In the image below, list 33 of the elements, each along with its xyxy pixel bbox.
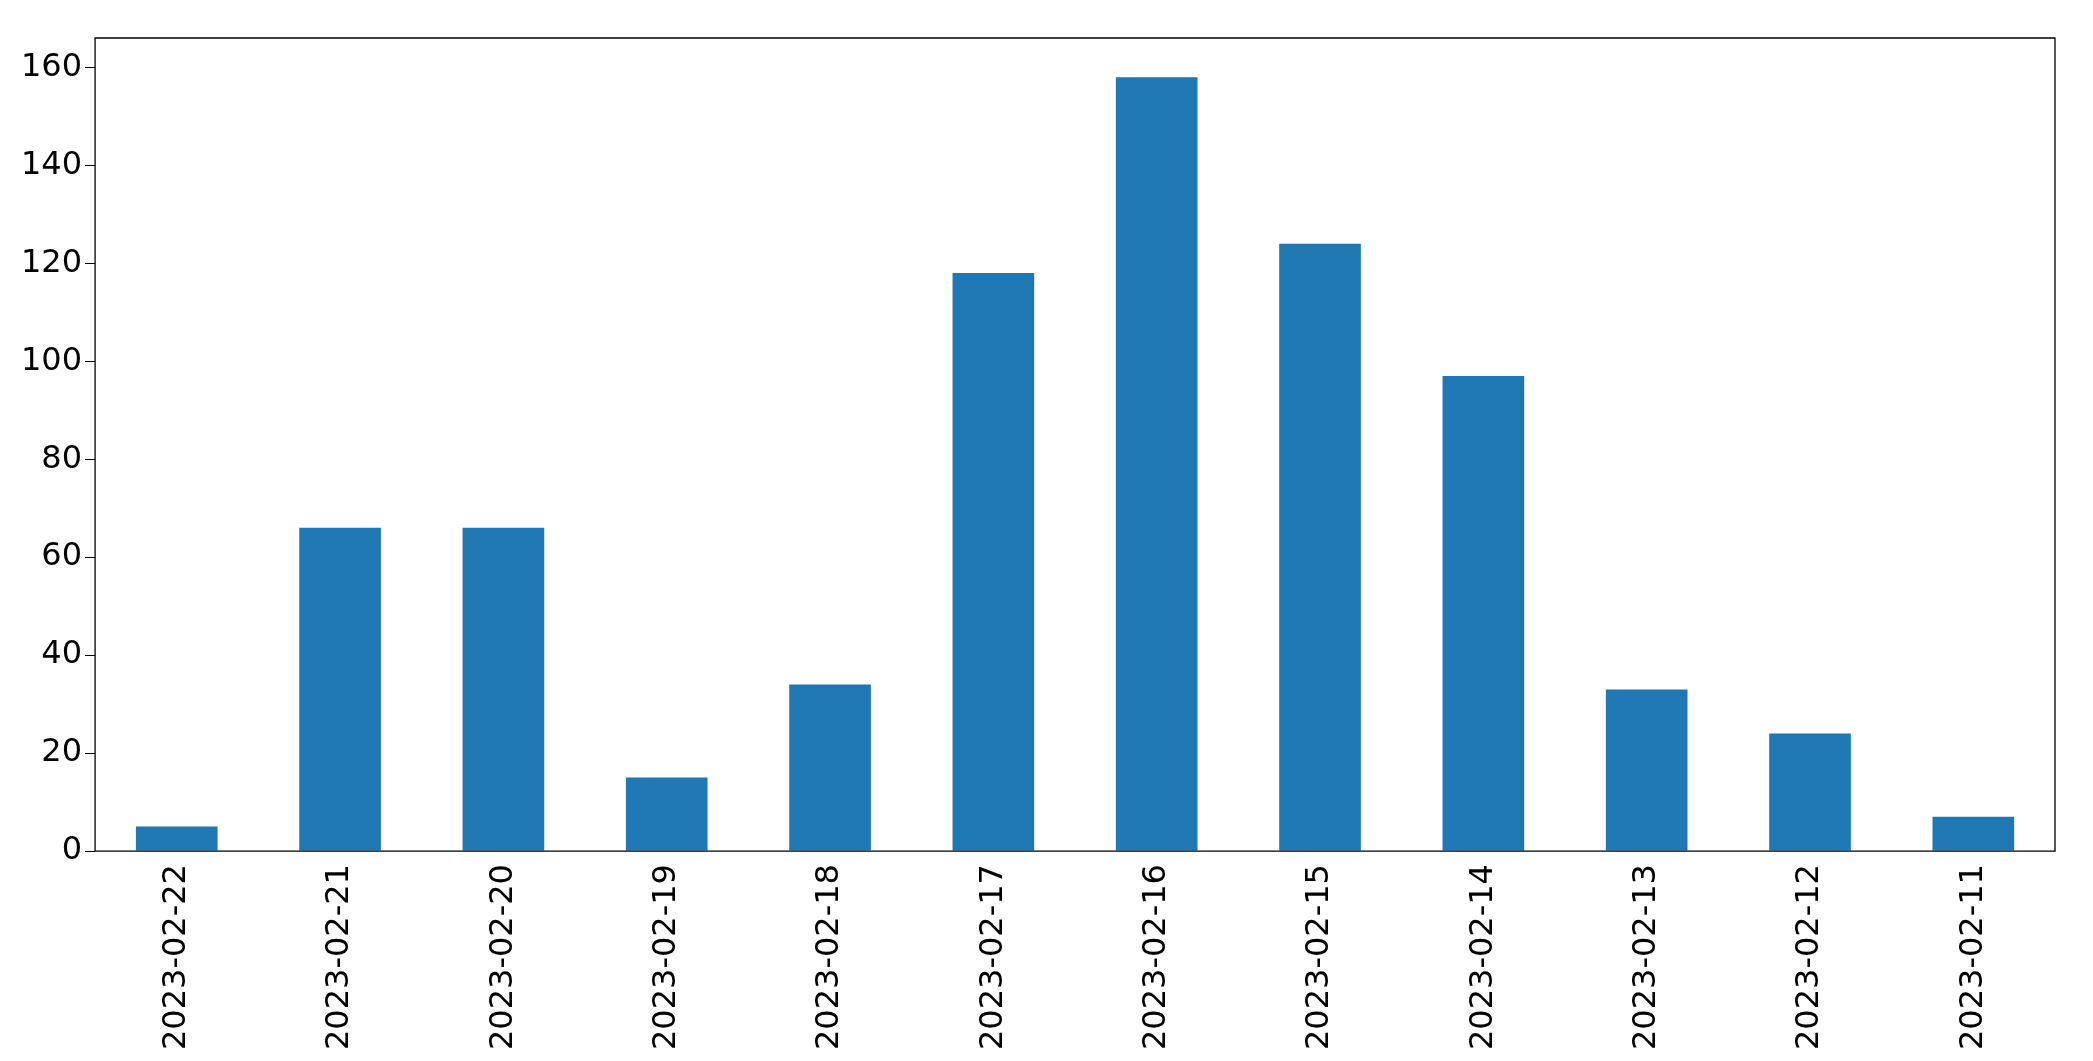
- bar: [789, 684, 871, 851]
- y-tick-label: 40: [41, 633, 83, 672]
- bar: [1279, 243, 1361, 851]
- bar: [1769, 733, 1851, 851]
- bar: [299, 527, 381, 851]
- x-tick-label: 2023-02-14: [1461, 864, 1500, 1050]
- x-tick-label: 2023-02-11: [1951, 864, 1990, 1050]
- y-tick-label: 160: [21, 45, 83, 84]
- bar: [462, 527, 545, 851]
- y-tick-label: 140: [21, 143, 83, 182]
- bar: [135, 826, 218, 851]
- y-tick-label: 100: [21, 339, 83, 378]
- y-tick-label: 60: [41, 535, 83, 574]
- bar: [625, 777, 708, 851]
- x-tick-label: 2023-02-19: [645, 864, 684, 1050]
- y-tick-label: 80: [41, 437, 83, 476]
- bar: [1442, 375, 1525, 851]
- x-tick-label: 2023-02-12: [1788, 864, 1827, 1050]
- x-tick-label: 2023-02-13: [1625, 864, 1663, 1050]
- bar: [1115, 77, 1198, 851]
- x-tick-label: 2023-02-20: [481, 864, 520, 1050]
- y-tick-label: 120: [21, 241, 83, 280]
- y-tick-label: 20: [41, 731, 83, 770]
- x-tick-label: 2023-02-21: [318, 864, 357, 1050]
- bar: [1605, 689, 1688, 851]
- y-tick-label: 0: [61, 829, 83, 868]
- x-tick-label: 2023-02-16: [1135, 864, 1174, 1050]
- x-tick-label: 2023-02-18: [808, 864, 847, 1050]
- x-tick-label: 2023-02-17: [971, 864, 1010, 1050]
- x-tick-label: 2023-02-22: [155, 864, 194, 1050]
- bar: [952, 273, 1035, 851]
- bar: [1932, 816, 2015, 851]
- x-tick-label: 2023-02-15: [1298, 864, 1337, 1050]
